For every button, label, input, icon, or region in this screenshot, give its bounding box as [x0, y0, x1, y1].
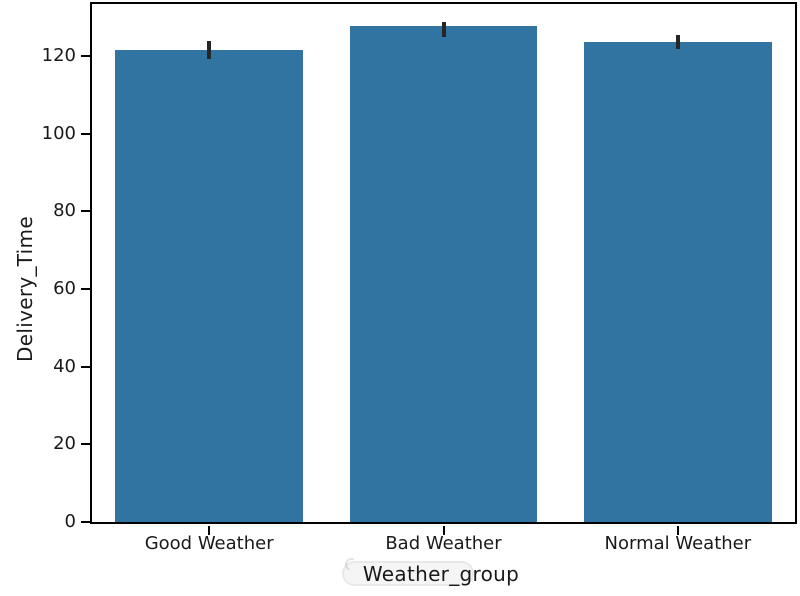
x-tick-mark	[676, 526, 679, 535]
plot-area: Good Weather Bad Weather Normal Weather 0 20…	[42, 2, 797, 554]
y-tick-label: 60	[53, 278, 76, 300]
x-axis-title: Weather_group	[362, 562, 520, 586]
error-bar	[675, 35, 680, 50]
y-tick-mark	[81, 443, 90, 446]
y-tick-mark	[81, 55, 90, 58]
bar-bad-weather	[349, 25, 538, 522]
y-tick-label: 100	[41, 122, 76, 144]
bar-good-weather	[115, 50, 303, 522]
y-tick-label: 0	[64, 511, 76, 532]
y-tick-mark	[81, 132, 90, 135]
y-tick-label: 80	[53, 200, 76, 222]
y-tick-mark	[81, 365, 90, 368]
y-axis-title: Delivery_Time	[13, 216, 37, 362]
x-tick-mark	[442, 526, 445, 535]
bar-normal-weather	[584, 41, 772, 522]
x-tick-mark	[208, 526, 211, 535]
x-tick-label: Normal Weather	[604, 533, 752, 554]
x-tick-label: Good Weather	[144, 533, 274, 554]
y-tick-mark	[81, 521, 90, 523]
error-bar	[441, 21, 446, 38]
y-tick-label: 120	[41, 45, 76, 67]
y-tick-label: 20	[53, 433, 76, 455]
y-tick-mark	[81, 288, 90, 291]
watermark-artifact	[342, 561, 474, 586]
x-tick-label: Bad Weather	[385, 533, 502, 554]
y-tick-mark	[81, 210, 90, 213]
error-bar	[207, 40, 212, 59]
y-tick-label: 40	[53, 355, 76, 377]
